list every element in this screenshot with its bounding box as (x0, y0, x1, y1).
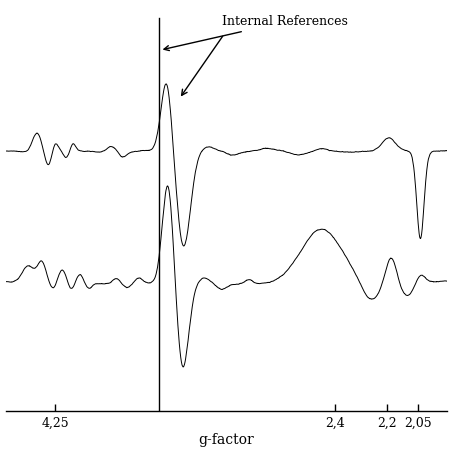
Text: Internal References: Internal References (164, 15, 348, 51)
X-axis label: g-factor: g-factor (198, 434, 255, 448)
